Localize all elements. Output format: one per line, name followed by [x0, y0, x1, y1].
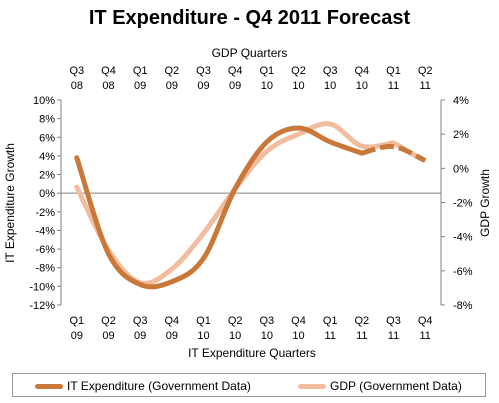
right-axis-title: GDP Growth	[478, 169, 492, 237]
top-category-quarter: Q4	[101, 65, 116, 77]
bottom-category-year: 09	[102, 330, 114, 342]
bottom-category-year: 11	[419, 330, 430, 342]
top-category-quarter: Q4	[354, 65, 369, 77]
left-tick-label: -10%	[29, 281, 55, 293]
series-line-it-expenditure	[74, 125, 365, 290]
right-tick-label: -6%	[453, 266, 473, 278]
top-category-quarter: Q3	[196, 65, 211, 77]
left-tick-label: 0%	[39, 188, 55, 200]
bottom-category-quarter: Q4	[291, 315, 306, 327]
left-tick-label: -4%	[35, 225, 55, 237]
bottom-category-year: 09	[71, 330, 83, 342]
left-tick-label: 2%	[39, 170, 55, 182]
series-forecast-gdp	[392, 140, 427, 164]
right-tick-label: 2%	[453, 129, 469, 141]
top-category-quarter: Q1	[386, 65, 401, 77]
bottom-category-quarter: Q1	[196, 315, 211, 327]
right-tick-label: 0%	[453, 163, 469, 175]
left-tick-label: 6%	[39, 132, 55, 144]
right-tick-label: -8%	[453, 300, 473, 312]
top-category-year: 08	[71, 80, 83, 92]
top-category-year: 11	[388, 80, 399, 92]
bottom-category-year: 10	[197, 330, 209, 342]
bottom-category-year: 11	[324, 330, 335, 342]
bottom-category-quarter: Q4	[164, 315, 179, 327]
left-tick-label: -12%	[29, 300, 55, 312]
legend-item-it-expenditure: IT Expenditure (Government Data)	[35, 378, 251, 394]
top-category-year: 10	[324, 80, 336, 92]
top-category-quarter: Q1	[259, 65, 274, 77]
top-category-quarter: Q3	[323, 65, 338, 77]
bottom-category-quarter: Q2	[354, 315, 369, 327]
top-axis-title: GDP Quarters	[212, 46, 288, 60]
top-category-quarter: Q4	[228, 65, 243, 77]
bottom-category-quarter: Q2	[228, 315, 243, 327]
top-category-quarter: Q1	[133, 65, 148, 77]
top-category-year: 10	[356, 80, 368, 92]
bottom-category-quarter: Q1	[323, 315, 338, 327]
bottom-category-year: 10	[229, 330, 241, 342]
top-category-year: 09	[197, 80, 209, 92]
bottom-category-quarter: Q3	[259, 315, 274, 327]
bottom-category-quarter: Q4	[418, 315, 433, 327]
chart-title: IT Expenditure - Q4 2011 Forecast	[89, 7, 411, 29]
bottom-category-quarter: Q1	[69, 315, 84, 327]
left-tick-label: 4%	[39, 151, 55, 163]
left-tick-label: -2%	[35, 207, 55, 219]
top-category-year: 09	[166, 80, 178, 92]
bottom-category-year: 10	[292, 330, 304, 342]
legend-label-gdp: GDP (Government Data)	[330, 379, 462, 393]
right-ticks: 4% 2% 0% -2% -4% -6% -8%	[441, 95, 473, 312]
top-category-quarter: Q3	[69, 65, 84, 77]
bottom-category-year: 11	[388, 330, 399, 342]
top-category-year: 09	[229, 80, 241, 92]
bottom-category-quarter: Q3	[386, 315, 401, 327]
top-category-year: 09	[134, 80, 146, 92]
top-category-year: 11	[419, 80, 430, 92]
top-category-year: 10	[261, 80, 273, 92]
legend-swatch-gdp	[298, 383, 326, 389]
top-category-quarter: Q2	[164, 65, 179, 77]
left-axis-title: IT Expenditure Growth	[3, 143, 17, 263]
bottom-category-year: 09	[166, 330, 178, 342]
right-tick-label: 4%	[453, 95, 469, 107]
bottom-category-quarter: Q3	[133, 315, 148, 327]
bottom-category-year: 10	[261, 330, 273, 342]
bottom-category-labels: Q1 09 Q2 09 Q3 09 Q4 09 Q1 10 Q2 10 Q3 10 Q4 10 Q1 11 Q2 11…	[69, 315, 432, 342]
top-category-labels: Q3 08 Q4 08 Q1 09 Q2 09 Q3 09 Q4 09 Q1 10 Q2 10 Q3 10 Q4 10…	[69, 65, 432, 92]
left-ticks: 10% 8% 6% 4% 2% 0% -2% -4% -6% -8% -10% -12%	[29, 95, 61, 312]
top-category-year: 08	[102, 80, 114, 92]
left-tick-label: 8%	[39, 114, 55, 126]
top-category-quarter: Q2	[418, 65, 433, 77]
legend-label-it-expenditure: IT Expenditure (Government Data)	[67, 379, 251, 393]
left-tick-label: -8%	[35, 263, 55, 275]
bottom-category-quarter: Q2	[101, 315, 116, 327]
bottom-category-year: 09	[134, 330, 146, 342]
legend: IT Expenditure (Government Data) GDP (Go…	[12, 373, 486, 397]
bottom-axis-title: IT Expenditure Quarters	[188, 346, 316, 360]
top-category-quarter: Q2	[291, 65, 306, 77]
top-category-year: 10	[292, 80, 304, 92]
axes-layer	[60, 100, 442, 305]
left-tick-label: -6%	[35, 244, 55, 256]
series-layer	[74, 121, 427, 290]
right-tick-label: -2%	[453, 198, 473, 210]
right-tick-label: -4%	[453, 232, 473, 244]
legend-item-gdp: GDP (Government Data)	[298, 378, 462, 394]
left-tick-label: 10%	[33, 95, 55, 107]
legend-swatch-it-expenditure	[35, 383, 63, 389]
bottom-category-year: 11	[356, 330, 367, 342]
